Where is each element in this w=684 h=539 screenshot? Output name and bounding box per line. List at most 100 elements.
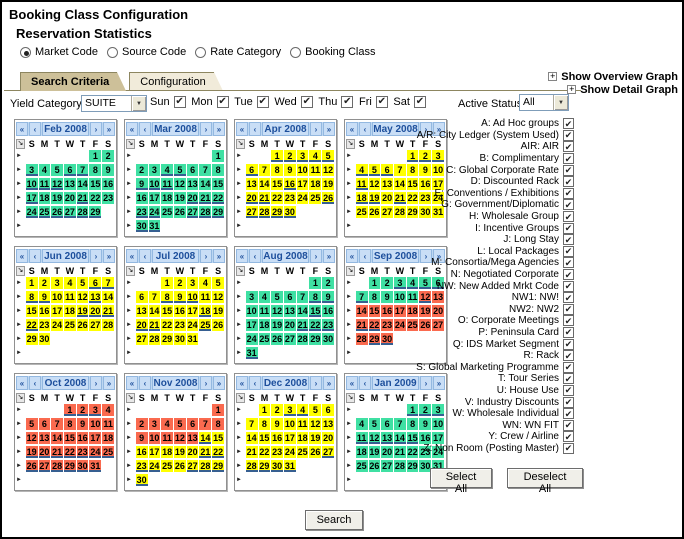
next-year-icon[interactable]: » xyxy=(213,376,225,390)
calendar-day[interactable]: 20 xyxy=(186,446,199,458)
calendar-day[interactable]: 25 xyxy=(309,192,322,204)
week-select-arrow[interactable]: ► xyxy=(126,477,132,483)
calendar-day[interactable]: 3 xyxy=(186,277,199,289)
calendar-day[interactable]: 29 xyxy=(271,206,284,218)
next-month-icon[interactable]: › xyxy=(90,376,102,390)
calendar-day[interactable]: 5 xyxy=(368,164,381,176)
calendar-day[interactable]: 31 xyxy=(432,206,444,218)
calendar-day[interactable]: 6 xyxy=(64,164,76,176)
calendar-day[interactable]: 3 xyxy=(432,150,444,162)
market-code-checkbox[interactable]: ✔ xyxy=(563,211,574,223)
prev-month-icon[interactable]: ‹ xyxy=(249,122,261,136)
calendar-day[interactable]: 22 xyxy=(212,192,224,204)
week-select-arrow[interactable]: ► xyxy=(126,167,132,173)
calendar-day[interactable]: 12 xyxy=(368,432,381,444)
calendar-day[interactable]: 10 xyxy=(148,178,161,190)
calendar-day[interactable]: 11 xyxy=(355,178,368,190)
calendar-day[interactable]: 21 xyxy=(296,319,309,331)
prev-year-icon[interactable]: « xyxy=(126,376,138,390)
week-select-arrow[interactable]: ► xyxy=(126,181,132,187)
calendar-day[interactable]: 4 xyxy=(102,404,114,416)
week-select-arrow[interactable]: ► xyxy=(346,463,352,469)
select-all-days-icon[interactable]: ↘ xyxy=(16,265,25,276)
calendar-day[interactable]: 2 xyxy=(76,404,89,416)
calendar-day[interactable]: 18 xyxy=(406,305,419,317)
calendar-day[interactable]: 29 xyxy=(212,460,224,472)
week-select-arrow[interactable]: ► xyxy=(346,209,352,215)
calendar-day[interactable]: 26 xyxy=(212,319,224,331)
next-year-icon[interactable]: » xyxy=(323,122,335,136)
calendar-day[interactable]: 18 xyxy=(355,446,368,458)
calendar-day[interactable]: 8 xyxy=(64,418,76,430)
market-code-checkbox[interactable]: ✔ xyxy=(563,338,574,350)
prev-year-icon[interactable]: « xyxy=(16,376,28,390)
calendar-day[interactable]: 18 xyxy=(258,319,271,331)
market-code-checkbox[interactable]: ✔ xyxy=(563,326,574,338)
calendar-day[interactable]: 19 xyxy=(25,446,38,458)
calendar-day[interactable]: 7 xyxy=(394,418,406,430)
week-select-arrow[interactable]: ► xyxy=(346,167,352,173)
calendar-day[interactable]: 30 xyxy=(174,333,186,345)
next-year-icon[interactable]: » xyxy=(433,376,445,390)
calendar-day[interactable]: 8 xyxy=(309,291,322,303)
calendar-day[interactable]: 24 xyxy=(148,206,161,218)
calendar-day[interactable]: 21 xyxy=(394,446,406,458)
calendar-day[interactable]: 15 xyxy=(212,178,224,190)
calendar-day[interactable]: 10 xyxy=(25,178,38,190)
calendar-day[interactable]: 26 xyxy=(51,206,64,218)
calendar-day[interactable]: 23 xyxy=(38,319,51,331)
week-select-arrow[interactable]: ► xyxy=(126,308,132,314)
market-code-checkbox[interactable]: ✔ xyxy=(563,257,574,269)
calendar-day[interactable]: 22 xyxy=(64,446,76,458)
calendar-day[interactable]: 23 xyxy=(76,446,89,458)
calendar-day[interactable]: 21 xyxy=(51,446,64,458)
calendar-day[interactable]: 20 xyxy=(89,305,102,317)
calendar-day[interactable]: 25 xyxy=(355,206,368,218)
week-select-arrow[interactable]: ► xyxy=(346,449,352,455)
calendar-day[interactable]: 17 xyxy=(51,305,64,317)
plus-box-icon[interactable]: + xyxy=(548,71,558,81)
week-select-arrow[interactable]: ► xyxy=(346,435,352,441)
calendar-day[interactable]: 30 xyxy=(38,333,51,345)
calendar-day[interactable]: 15 xyxy=(258,432,271,444)
calendar-day[interactable]: 5 xyxy=(368,418,381,430)
calendar-day[interactable]: 18 xyxy=(309,178,322,190)
calendar-day[interactable]: 4 xyxy=(355,418,368,430)
calendar-day[interactable]: 13 xyxy=(89,291,102,303)
week-select-arrow[interactable]: ► xyxy=(16,435,22,441)
next-month-icon[interactable]: › xyxy=(310,122,322,136)
market-code-checkbox[interactable]: ✔ xyxy=(563,141,574,153)
week-select-arrow[interactable]: ► xyxy=(126,322,132,328)
prev-month-icon[interactable]: ‹ xyxy=(359,249,371,263)
day-checkbox-fri[interactable]: ✔ xyxy=(375,96,388,108)
market-code-checkbox[interactable]: ✔ xyxy=(563,408,574,420)
calendar-day[interactable]: 15 xyxy=(89,178,102,190)
calendar-day[interactable]: 2 xyxy=(135,164,148,176)
market-code-checkbox[interactable]: ✔ xyxy=(563,129,574,141)
calendar-day[interactable]: 25 xyxy=(161,206,174,218)
week-select-arrow[interactable]: ► xyxy=(236,223,242,229)
calendar-day[interactable]: 8 xyxy=(258,418,271,430)
calendar-day[interactable]: 1 xyxy=(25,277,38,289)
calendar-day[interactable]: 18 xyxy=(355,192,368,204)
tab-configuration[interactable]: Configuration xyxy=(129,72,224,91)
calendar-day[interactable]: 28 xyxy=(51,460,64,472)
calendar-day[interactable]: 31 xyxy=(148,220,161,232)
next-year-icon[interactable]: » xyxy=(213,249,225,263)
week-select-arrow[interactable]: ► xyxy=(126,407,132,413)
week-select-arrow[interactable]: ► xyxy=(346,421,352,427)
calendar-day[interactable]: 1 xyxy=(89,150,102,162)
calendar-day[interactable]: 27 xyxy=(432,319,444,331)
week-select-arrow[interactable]: ► xyxy=(126,336,132,342)
calendar-day[interactable]: 13 xyxy=(64,178,76,190)
calendar-day[interactable]: 7 xyxy=(148,291,161,303)
calendar-day[interactable]: 27 xyxy=(186,460,199,472)
next-year-icon[interactable]: » xyxy=(323,376,335,390)
calendar-day[interactable]: 26 xyxy=(76,319,89,331)
calendar-day[interactable]: 24 xyxy=(432,446,444,458)
prev-month-icon[interactable]: ‹ xyxy=(249,376,261,390)
calendar-day[interactable]: 4 xyxy=(355,164,368,176)
calendar-day[interactable]: 18 xyxy=(38,192,51,204)
calendar-day[interactable]: 29 xyxy=(406,206,419,218)
calendar-day[interactable]: 22 xyxy=(271,192,284,204)
